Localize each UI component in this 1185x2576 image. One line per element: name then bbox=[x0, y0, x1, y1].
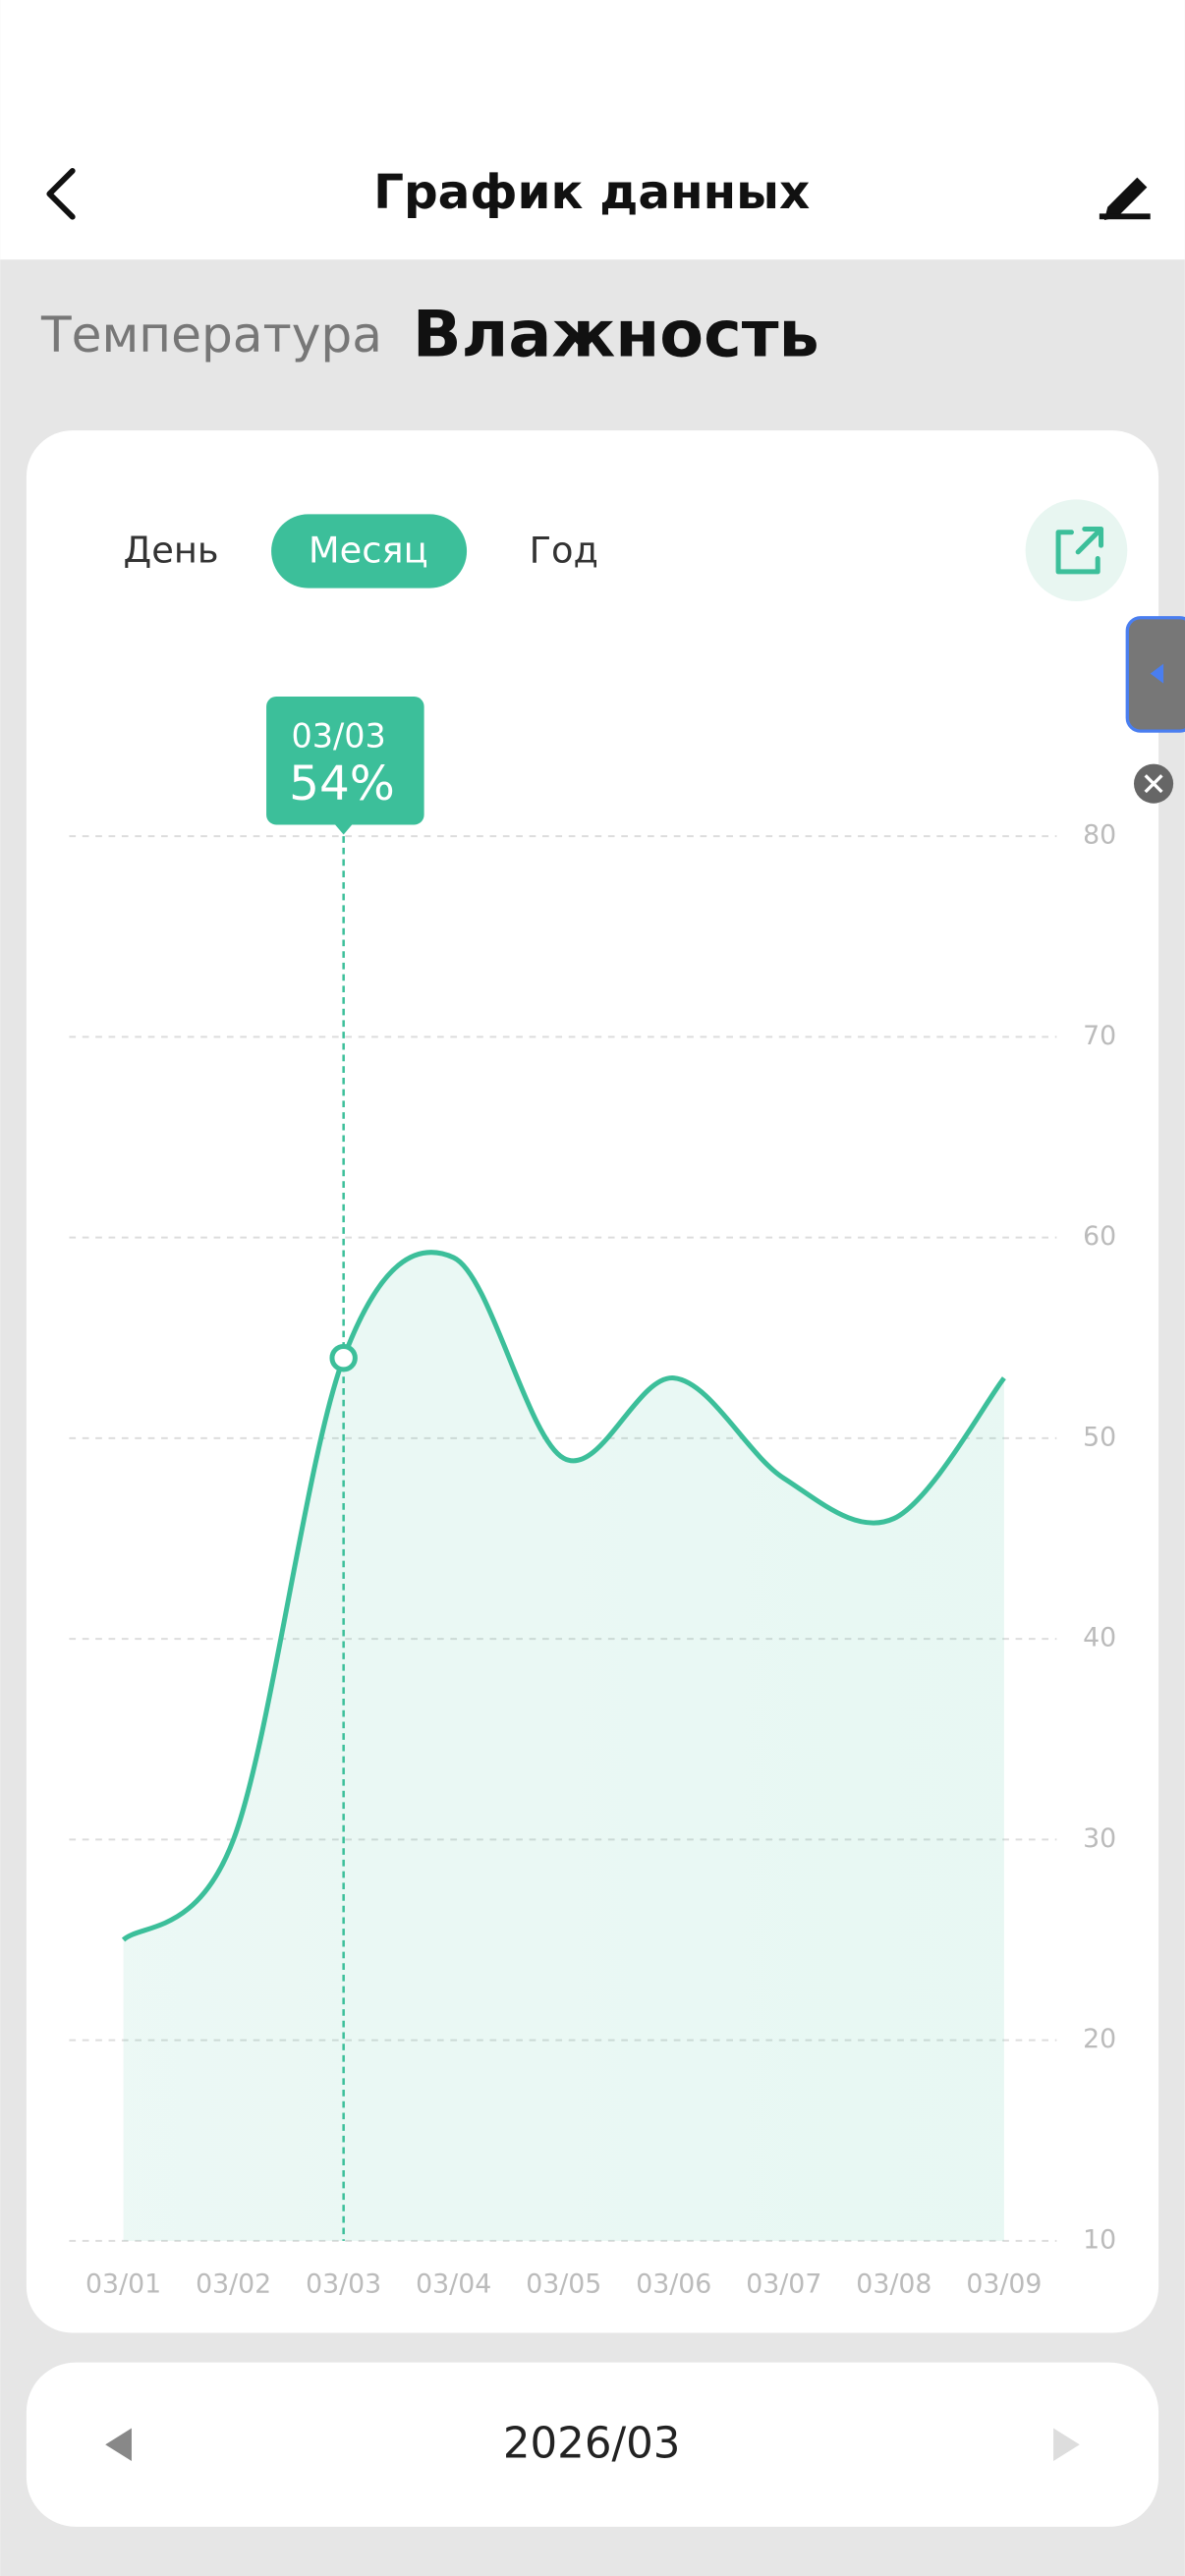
edit-button[interactable] bbox=[1099, 177, 1151, 221]
metric-tab[interactable]: Температура bbox=[40, 306, 382, 364]
x-tick-label: 03/02 bbox=[196, 2269, 271, 2300]
tooltip bbox=[266, 697, 424, 825]
y-tick-label: 70 bbox=[1083, 1021, 1116, 1051]
tooltip-value: 54% bbox=[289, 756, 395, 812]
y-tick-label: 40 bbox=[1083, 1623, 1116, 1653]
tooltip-date: 03/03 bbox=[291, 716, 385, 755]
highlight-point bbox=[329, 1343, 358, 1372]
metric-tab-active[interactable]: Влажность bbox=[413, 298, 819, 372]
header-bar bbox=[0, 0, 1185, 260]
plot: 10 20 30 40 50 60 70 80 03/01 03/02 03/03 03/04 03/0… bbox=[69, 697, 1116, 2300]
period-label: 2026/03 bbox=[503, 2419, 681, 2468]
x-tick-label: 03/01 bbox=[85, 2269, 161, 2300]
y-tick-label: 80 bbox=[1083, 820, 1116, 851]
period-tab-pill[interactable] bbox=[271, 514, 468, 588]
period-tab-active[interactable]: Месяц bbox=[309, 529, 428, 571]
x-tick-label: 03/07 bbox=[746, 2269, 821, 2300]
side-widget-icon bbox=[1150, 663, 1164, 684]
close-icon bbox=[1144, 774, 1163, 794]
x-tick-label: 03/06 bbox=[636, 2269, 711, 2300]
edit-icon bbox=[1103, 177, 1148, 221]
y-tick-label: 10 bbox=[1083, 2224, 1116, 2255]
next-button[interactable] bbox=[1053, 2428, 1080, 2461]
x-tick-label: 03/03 bbox=[306, 2269, 381, 2300]
share-button[interactable] bbox=[1025, 499, 1128, 602]
y-tick-label: 30 bbox=[1083, 1823, 1116, 1854]
share-icon bbox=[1055, 526, 1104, 575]
x-tick-label: 03/04 bbox=[416, 2269, 491, 2300]
prev-button[interactable] bbox=[105, 2428, 132, 2461]
tooltip-pointer bbox=[333, 822, 354, 835]
x-tick-label: 03/09 bbox=[966, 2269, 1042, 2300]
y-tick-label: 20 bbox=[1083, 2024, 1116, 2054]
edit-underline bbox=[1099, 213, 1151, 220]
y-tick-label: 50 bbox=[1083, 1422, 1116, 1452]
line bbox=[121, 1250, 1006, 1942]
area bbox=[123, 1252, 1004, 2241]
x-tick-label: 03/05 bbox=[526, 2269, 601, 2300]
period-tab[interactable]: День bbox=[124, 529, 219, 571]
x-tick-label: 03/08 bbox=[856, 2269, 931, 2300]
page-title: График данных bbox=[373, 165, 810, 220]
y-tick-label: 60 bbox=[1083, 1221, 1116, 1252]
back-button[interactable] bbox=[46, 167, 76, 220]
period-tab[interactable]: Год bbox=[530, 529, 598, 571]
period-card bbox=[26, 2362, 1159, 2527]
